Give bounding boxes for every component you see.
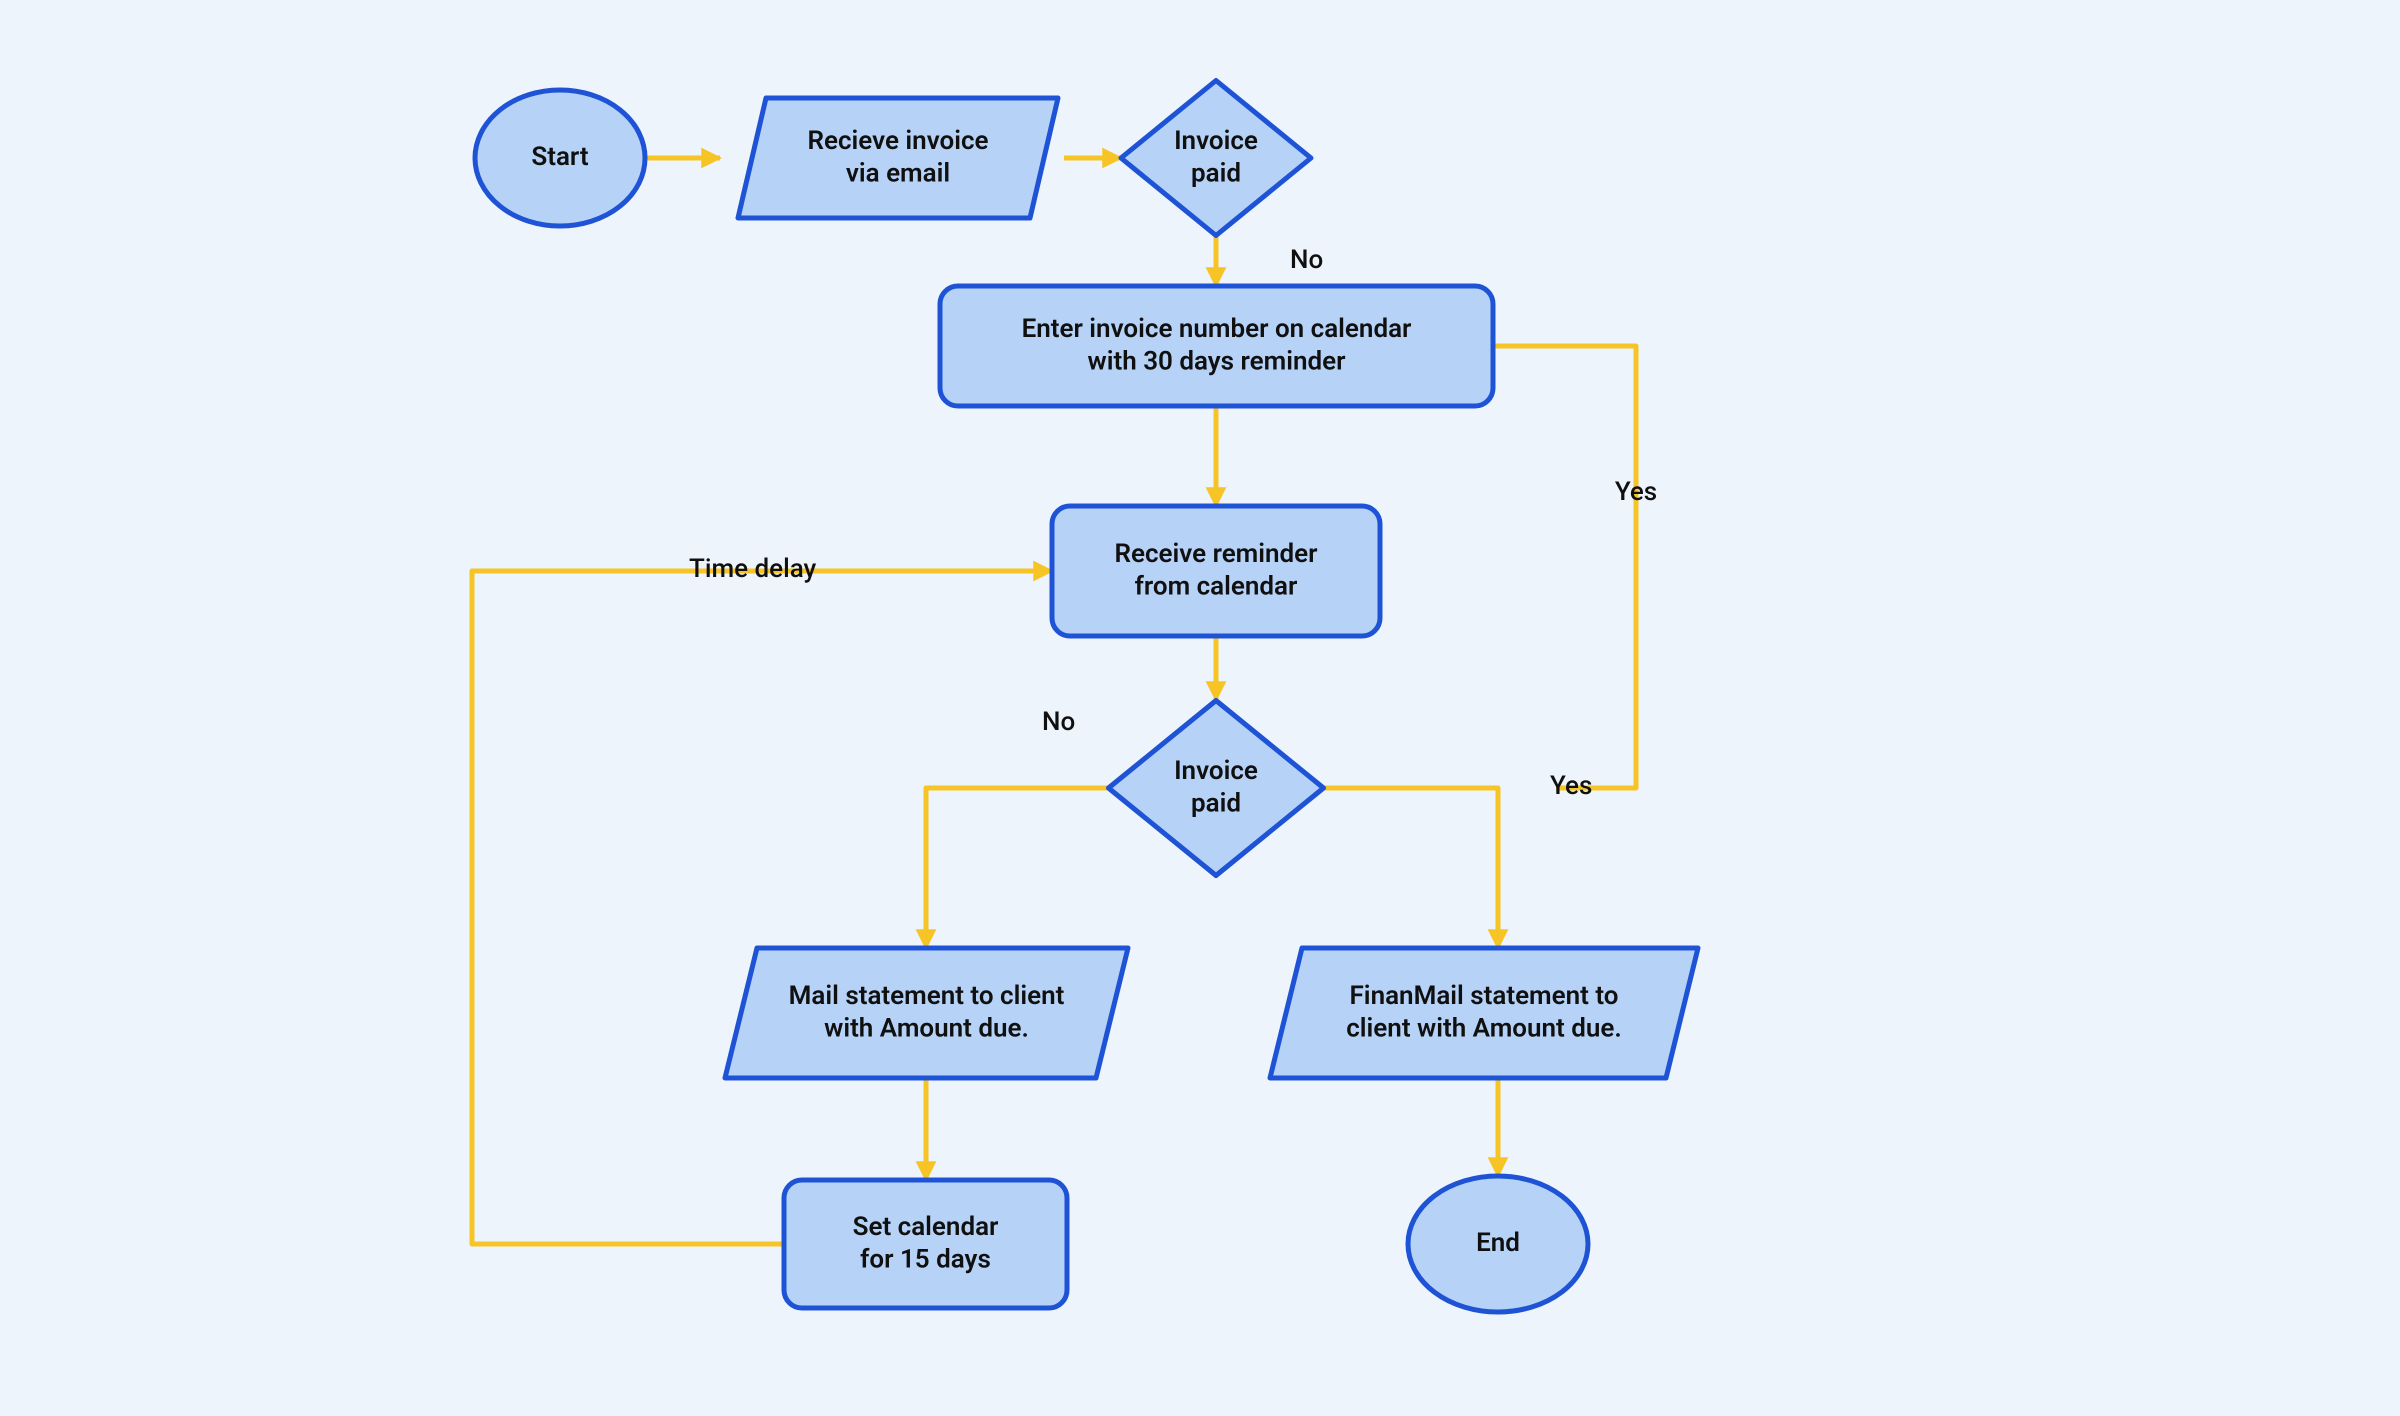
node-end: End (1408, 1176, 1588, 1312)
node-enter_cal: Enter invoice number on calendarwith 30 … (940, 286, 1493, 406)
edge-label: Yes (1550, 771, 1592, 801)
node-set15: Set calendarfor 15 days (784, 1180, 1067, 1308)
node-mail: Mail statement to clientwith Amount due. (725, 948, 1128, 1078)
node-paid1: Invoicepaid (1121, 81, 1311, 236)
flowchart-canvas: Start Recieve invoicevia email Invoicepaid… (0, 0, 2400, 1416)
node-label: End (1476, 1228, 1520, 1258)
edge-label: No (1290, 245, 1323, 275)
edge-label: No (1042, 707, 1075, 737)
flow-edge (1324, 788, 1498, 948)
node-label: Start (531, 142, 589, 172)
node-finmail: FinanMail statement toclient with Amount… (1270, 948, 1698, 1078)
flow-edge (472, 571, 1052, 1244)
edge-label: Time delay (689, 554, 817, 584)
node-paid2: Invoicepaid (1109, 701, 1324, 876)
node-reminder: Receive reminderfrom calendar (1052, 506, 1380, 636)
node-start: Start (475, 90, 645, 226)
edge-label: Yes (1615, 477, 1657, 507)
flow-edge (926, 788, 1108, 948)
flow-edge (1493, 346, 1636, 788)
node-receive_email: Recieve invoicevia email (738, 98, 1058, 218)
